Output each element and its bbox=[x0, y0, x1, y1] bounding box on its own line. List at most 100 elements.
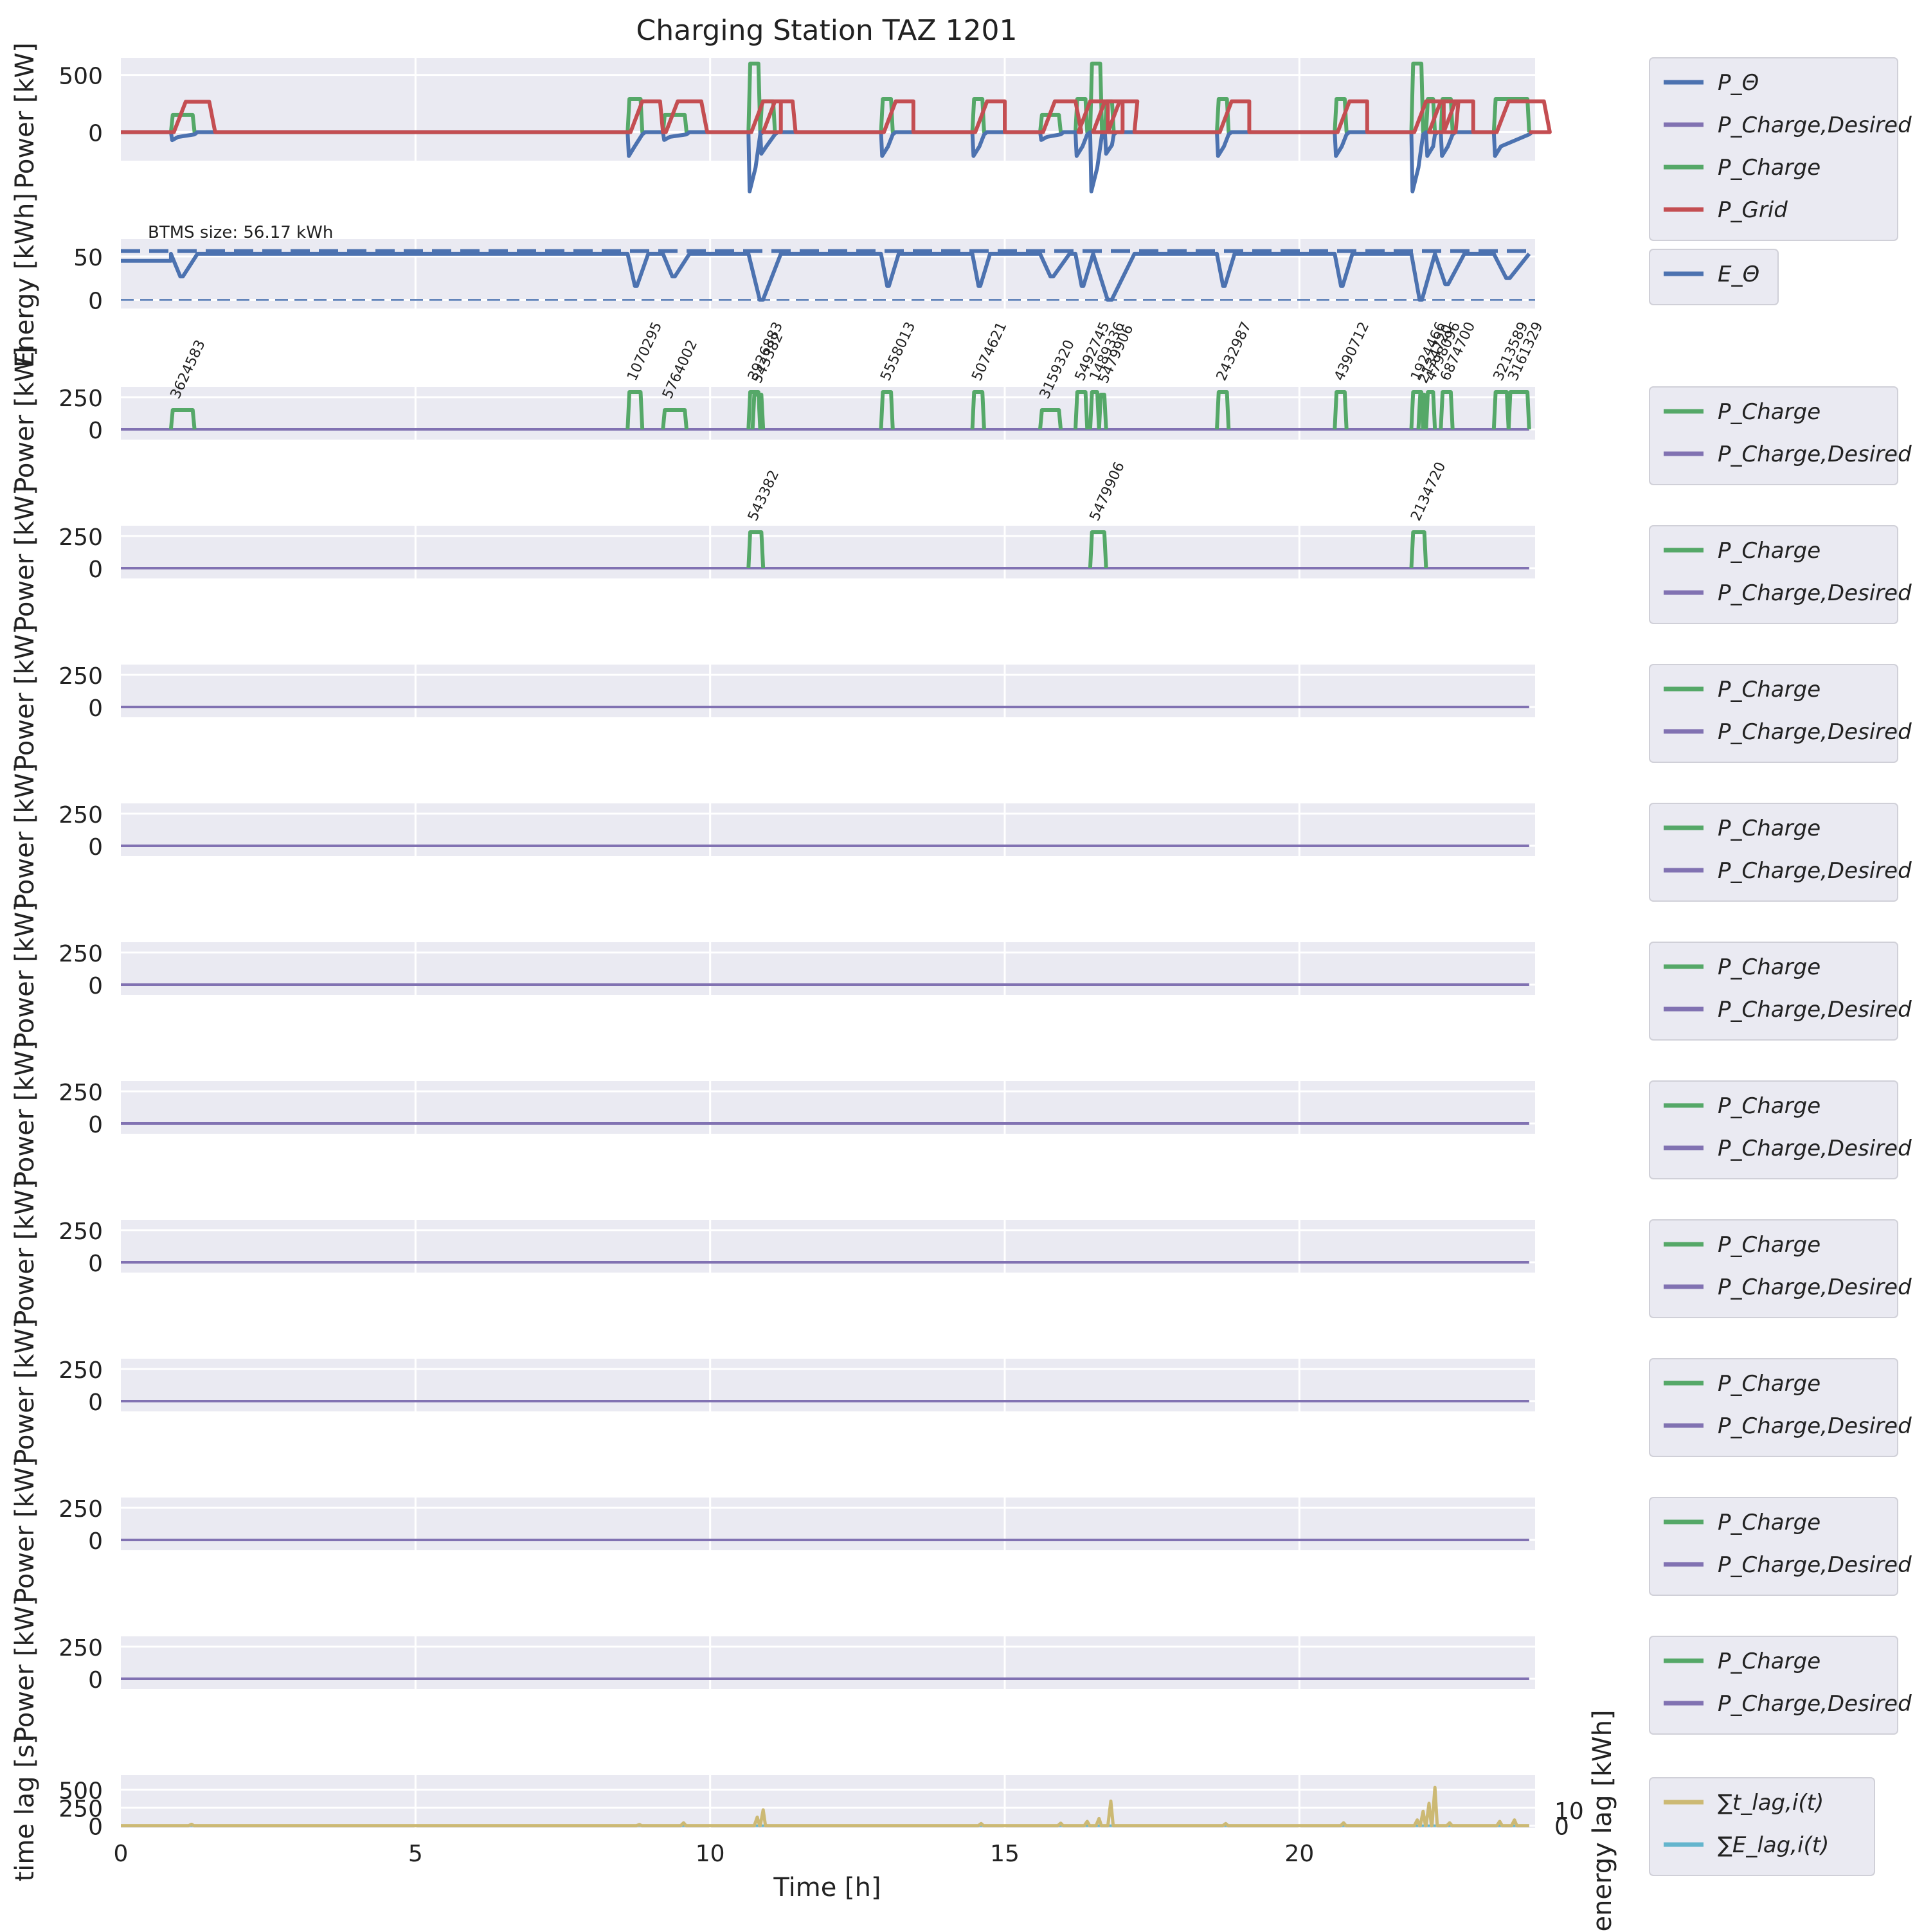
x-axis-label: Time [h] bbox=[773, 1873, 881, 1902]
legend-label: P_Charge bbox=[1718, 1093, 1821, 1119]
ytick-label: 250 bbox=[58, 1080, 103, 1106]
legend-frame bbox=[1649, 249, 1779, 305]
legend-label: P_Charge bbox=[1718, 1371, 1821, 1397]
legend-charger-6: P_Charge P_Charge,Desired bbox=[1649, 1080, 1912, 1179]
ytick-right-label: 10 bbox=[1554, 1798, 1584, 1825]
session-line bbox=[1506, 390, 1531, 430]
legend-frame bbox=[1649, 1080, 1898, 1179]
series-time-lag bbox=[121, 1785, 1529, 1828]
legend-label: ∑t_lag,i(t) bbox=[1718, 1790, 1824, 1816]
legend-label: ∑E_lag,i(t) bbox=[1718, 1832, 1829, 1858]
ytick-label: 0 bbox=[88, 289, 103, 315]
panel-1: 0 50 Energy [kWh] BTMS size: 56.17 kWh bbox=[10, 193, 1535, 368]
legend-label: P_Charge bbox=[1718, 677, 1821, 702]
legend-label: P_Charge bbox=[1718, 1510, 1821, 1535]
session-line bbox=[1424, 390, 1437, 430]
legend-label: P_Charge bbox=[1718, 816, 1821, 841]
panel-bg bbox=[121, 1636, 1535, 1689]
legend-label: P_Charge bbox=[1718, 1649, 1821, 1674]
legend-charger-9: P_Charge P_Charge,Desired bbox=[1649, 1497, 1912, 1596]
session-id-label: 5479906 bbox=[1087, 460, 1128, 523]
panel-5: 0 250 Power [kW] bbox=[10, 763, 1535, 909]
session-line bbox=[1074, 390, 1090, 430]
session-line bbox=[661, 408, 688, 430]
ytick-label: 250 bbox=[58, 524, 103, 551]
ytick-label: 0 bbox=[88, 834, 103, 861]
legend-label: P_Charge bbox=[1718, 399, 1821, 425]
legend-charger-7: P_Charge P_Charge,Desired bbox=[1649, 1219, 1912, 1318]
legend-charger-8: P_Charge P_Charge,Desired bbox=[1649, 1358, 1912, 1457]
panel-bg bbox=[121, 1775, 1535, 1828]
session-line bbox=[1215, 390, 1231, 430]
legend-label: P_Charge bbox=[1718, 538, 1821, 564]
ytick-label: 250 bbox=[58, 802, 103, 828]
session-id-label: 5074621 bbox=[969, 319, 1010, 383]
y-axis-label: Power [kW] bbox=[10, 485, 40, 632]
session-line bbox=[879, 390, 895, 430]
ytick-label: 0 bbox=[88, 1390, 103, 1416]
legend-label: P_Grid bbox=[1718, 197, 1788, 223]
legend-label: P_Charge,Desired bbox=[1718, 112, 1912, 138]
ytick-label: 0 bbox=[88, 1528, 103, 1555]
y-axis-label: Power [kW] bbox=[10, 1596, 40, 1742]
ytick-label: 250 bbox=[58, 663, 103, 690]
session-id-label: 543382 bbox=[745, 468, 782, 524]
ytick-label: 0 bbox=[88, 121, 103, 147]
ytick-label: 500 bbox=[58, 1778, 103, 1804]
panel-0: 0 500 Power [kW] bbox=[10, 42, 1552, 193]
ytick-label: 0 bbox=[88, 1251, 103, 1277]
legend-frame bbox=[1649, 942, 1898, 1041]
y-axis-label: Power [kW] bbox=[10, 1318, 40, 1465]
legend-label: P_Charge bbox=[1718, 1232, 1821, 1258]
panel-8: 0 250 Power [kW] bbox=[10, 1179, 1535, 1326]
legend-frame bbox=[1649, 1777, 1875, 1876]
ytick-label: 250 bbox=[58, 386, 103, 412]
ytick-right-label: 0 bbox=[1554, 1814, 1569, 1841]
y-axis-label: Power [kW] bbox=[10, 42, 40, 189]
legend-overview: P_Θ P_Charge,Desired P_Charge P_Grid bbox=[1649, 57, 1912, 241]
legend-charger-10: P_Charge P_Charge,Desired bbox=[1649, 1636, 1912, 1735]
ytick-label: 250 bbox=[58, 1219, 103, 1245]
legend-charger-2: P_Charge P_Charge,Desired bbox=[1649, 525, 1912, 624]
panel-bg bbox=[121, 803, 1535, 856]
ytick-label: 0 bbox=[88, 418, 103, 444]
xtick-label: 10 bbox=[696, 1841, 725, 1867]
session-line bbox=[746, 530, 766, 569]
session-id-label: 2134720 bbox=[1408, 460, 1449, 523]
panel-7: 0 250 Power [kW] bbox=[10, 1041, 1535, 1187]
panel-bg bbox=[121, 1081, 1535, 1134]
y-axis-label: Energy [kWh] bbox=[10, 193, 40, 368]
ytick-label: 50 bbox=[73, 245, 103, 271]
legend-label: P_Charge,Desired bbox=[1718, 442, 1912, 467]
ytick-label: 0 bbox=[88, 695, 103, 722]
session-line bbox=[1333, 390, 1349, 430]
ytick-label: 0 bbox=[88, 1112, 103, 1138]
session-line bbox=[970, 390, 986, 430]
legend-charger-3: P_Charge P_Charge,Desired bbox=[1649, 664, 1912, 763]
session-id-label: 2432987 bbox=[1214, 319, 1255, 383]
series-grid bbox=[121, 99, 1552, 134]
y-axis-label: Power [kW] bbox=[10, 1041, 40, 1187]
legends: P_Θ P_Charge,Desired P_Charge P_Grid E_Θ P_Ch… bbox=[1649, 57, 1912, 1876]
legend-label: P_Charge,Desired bbox=[1718, 1275, 1912, 1300]
figure-title: Charging Station TAZ 1201 bbox=[636, 14, 1018, 47]
ytick-label: 250 bbox=[58, 1496, 103, 1523]
panel-bg bbox=[121, 1498, 1535, 1550]
legend-frame bbox=[1649, 1358, 1898, 1457]
xtick-label: 5 bbox=[408, 1841, 423, 1867]
legend-label: P_Charge,Desired bbox=[1718, 1136, 1912, 1161]
ytick-label: 250 bbox=[58, 1635, 103, 1661]
legend-frame bbox=[1649, 803, 1898, 902]
y-axis-label: time lag [s] bbox=[10, 1735, 40, 1882]
legend-frame bbox=[1649, 525, 1898, 624]
session-id-label: 1070295 bbox=[624, 319, 665, 383]
legend-label: P_Charge,Desired bbox=[1718, 1552, 1912, 1578]
y-axis-label: Power [kW] bbox=[10, 1457, 40, 1604]
ytick-label: 0 bbox=[88, 1814, 103, 1841]
xtick-label: 15 bbox=[990, 1841, 1020, 1867]
ytick-label: 0 bbox=[88, 1667, 103, 1694]
y-axis-label: Power [kW] bbox=[10, 624, 40, 771]
y-axis-label: Power [kW] bbox=[10, 1179, 40, 1326]
panel-bg bbox=[121, 942, 1535, 995]
